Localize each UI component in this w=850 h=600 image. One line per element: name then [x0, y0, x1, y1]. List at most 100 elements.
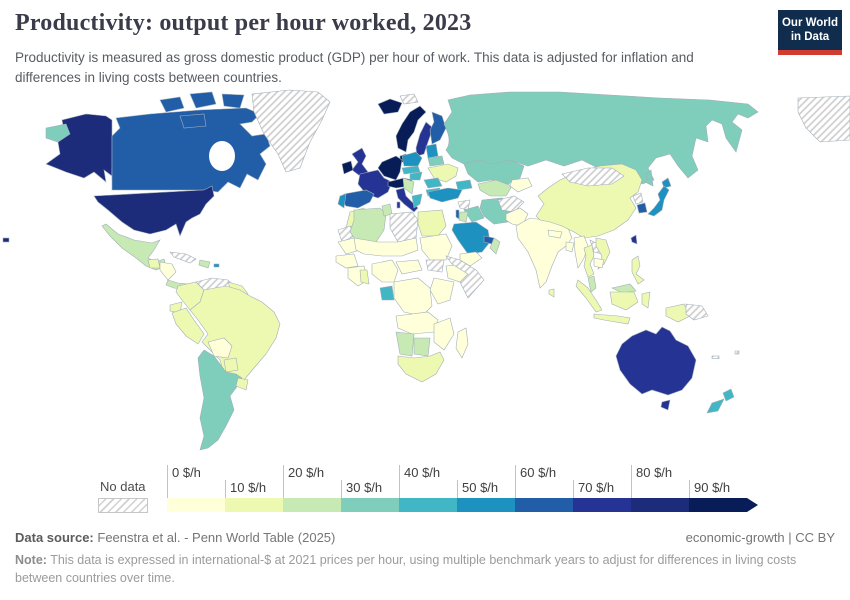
country-philippines[interactable] — [631, 255, 645, 285]
country-nigeria[interactable] — [371, 259, 399, 283]
country-sri-lanka[interactable] — [548, 288, 555, 298]
country-uzbekistan-turkmenistan[interactable] — [477, 179, 513, 197]
country-kyrgyzstan-tajikistan[interactable] — [509, 177, 533, 193]
country-uruguay[interactable] — [235, 377, 249, 391]
country-guatemala[interactable] — [147, 258, 161, 269]
country-svalbard[interactable] — [399, 93, 419, 105]
country-mexico[interactable] — [101, 223, 167, 271]
country-mozambique-zimbabwe[interactable] — [433, 317, 455, 351]
legend-bin-6[interactable] — [515, 498, 573, 512]
country-afghanistan[interactable] — [497, 195, 525, 213]
owid-logo[interactable]: Our World in Data — [778, 10, 842, 55]
country-indonesia-java[interactable] — [593, 313, 631, 325]
country-south-africa[interactable] — [397, 351, 445, 383]
country-indonesia-papua[interactable] — [665, 303, 691, 323]
country-new-zealand-south[interactable] — [706, 398, 725, 414]
country-sakhalin[interactable] — [645, 169, 654, 187]
country-uk[interactable] — [351, 147, 369, 177]
country-myanmar[interactable] — [573, 235, 589, 269]
country-canada[interactable] — [111, 107, 271, 193]
country-somalia-eritrea[interactable] — [445, 255, 485, 299]
country-bolivia[interactable] — [207, 337, 233, 359]
country-alaska[interactable] — [45, 113, 113, 183]
country-india[interactable] — [515, 217, 573, 289]
country-indonesia-sumatra[interactable] — [575, 279, 603, 313]
country-gabon[interactable] — [379, 285, 395, 301]
country-indonesia-borneo[interactable] — [609, 291, 639, 311]
country-cuba[interactable] — [169, 251, 197, 264]
country-hispaniola[interactable] — [198, 259, 211, 269]
no-data-swatch[interactable] — [98, 498, 148, 513]
country-sudan[interactable] — [419, 233, 453, 261]
country-canada-arctic[interactable] — [189, 91, 217, 109]
country-greece[interactable] — [411, 193, 423, 209]
country-mali-niger-chad[interactable] — [353, 237, 419, 257]
country-senegal-guinea[interactable] — [335, 253, 359, 269]
country-romania[interactable] — [423, 177, 443, 189]
country-italy[interactable] — [395, 187, 419, 213]
country-mongolia[interactable] — [561, 167, 625, 187]
country-ghana[interactable] — [359, 269, 370, 285]
country-papua-new-guinea[interactable] — [685, 303, 709, 321]
country-paraguay[interactable] — [223, 357, 239, 373]
country-saudi-arabia[interactable] — [451, 221, 491, 255]
country-malaysia[interactable] — [587, 275, 597, 293]
country-japan-hokkaido[interactable] — [661, 177, 672, 189]
country-turkey[interactable] — [427, 187, 463, 203]
legend-bin-3[interactable] — [341, 498, 399, 512]
country-indonesia-sulawesi[interactable] — [641, 291, 651, 309]
country-fiji[interactable] — [734, 350, 740, 355]
country-madagascar[interactable] — [455, 327, 469, 359]
country-cambodia[interactable] — [593, 257, 605, 269]
country-bangladesh[interactable] — [565, 241, 575, 253]
country-new-caledonia[interactable] — [711, 355, 720, 359]
country-canada-arctic[interactable] — [159, 96, 185, 113]
country-taiwan[interactable] — [630, 234, 638, 245]
country-north-korea[interactable] — [632, 192, 644, 205]
country-dr-congo[interactable] — [393, 277, 433, 317]
country-russia-wrap[interactable] — [45, 123, 71, 143]
country-canada-arctic[interactable] — [179, 113, 207, 129]
legend-bin-0[interactable] — [167, 498, 225, 512]
country-ireland[interactable] — [341, 160, 354, 175]
country-belarus[interactable] — [427, 155, 445, 167]
country-norway[interactable] — [395, 105, 427, 153]
legend-bin-5[interactable] — [457, 498, 515, 512]
country-libya[interactable] — [389, 211, 419, 243]
legend-bin-2[interactable] — [283, 498, 341, 512]
country-kazakhstan[interactable] — [463, 159, 525, 185]
country-central-african-republic[interactable] — [395, 259, 423, 275]
country-israel[interactable] — [455, 209, 460, 220]
country-germany-benelux[interactable] — [377, 155, 403, 181]
license-link[interactable]: economic-growth | CC BY — [685, 530, 835, 545]
country-australia[interactable] — [615, 326, 697, 396]
country-botswana[interactable] — [413, 337, 431, 357]
country-honduras-nicaragua[interactable] — [159, 261, 177, 281]
country-south-sudan[interactable] — [425, 259, 445, 273]
country-tasmania[interactable] — [660, 399, 671, 411]
country-thailand[interactable] — [583, 244, 595, 278]
country-sardinia[interactable] — [396, 201, 401, 209]
country-hawaii[interactable] — [2, 237, 10, 243]
country-new-zealand-north[interactable] — [722, 388, 735, 402]
country-russia[interactable] — [443, 91, 759, 185]
country-yemen[interactable] — [459, 251, 483, 267]
country-chile-argentina[interactable] — [197, 349, 243, 451]
country-czech-slovakia[interactable] — [401, 165, 421, 175]
country-caucasus[interactable] — [455, 179, 473, 191]
country-portugal[interactable] — [337, 193, 347, 209]
country-hungary[interactable] — [409, 171, 423, 181]
country-finland[interactable] — [429, 111, 447, 145]
country-japan[interactable] — [647, 185, 670, 217]
country-nepal[interactable] — [547, 229, 563, 239]
legend-bin-7[interactable] — [573, 498, 631, 512]
country-ukraine[interactable] — [427, 163, 459, 183]
legend-bin-8[interactable] — [631, 498, 689, 512]
country-canada-arctic[interactable] — [221, 93, 245, 109]
country-jordan[interactable] — [458, 211, 469, 223]
country-malaysia-borneo[interactable] — [611, 283, 637, 294]
country-china[interactable] — [535, 163, 643, 239]
country-kenya-tanzania[interactable] — [429, 277, 455, 305]
country-south-korea[interactable] — [636, 202, 648, 214]
legend-bin-4[interactable] — [399, 498, 457, 512]
